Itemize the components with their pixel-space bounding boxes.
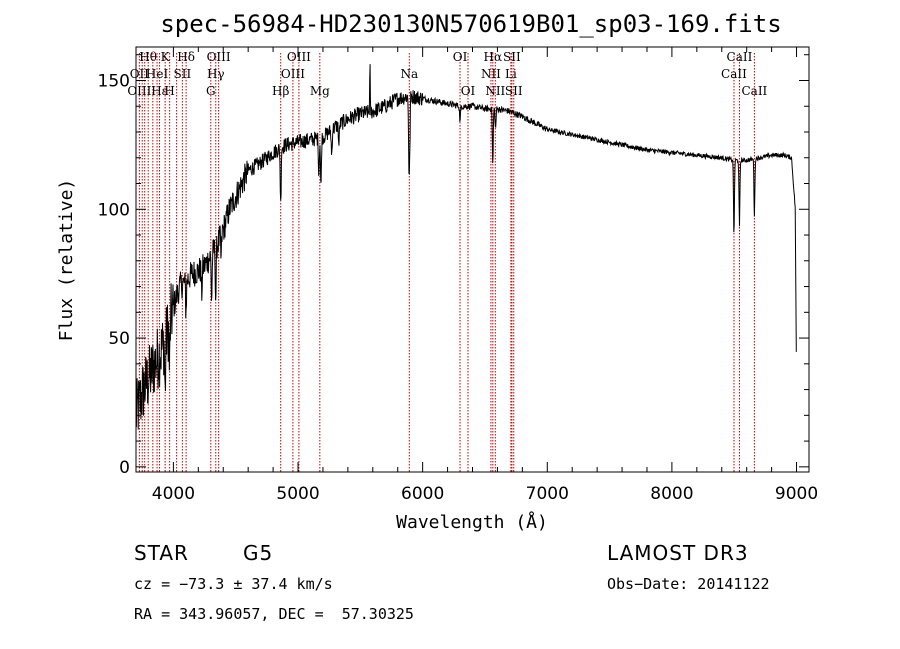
line-label: OIII (127, 84, 151, 98)
y-axis-label: Flux (relative) (56, 179, 77, 342)
line-label: OII (130, 67, 150, 81)
line-label: H (164, 84, 174, 98)
line-label: K (161, 50, 171, 64)
line-label: CaII (727, 50, 753, 64)
line-label: SII (505, 84, 523, 98)
line-label: NII (485, 84, 505, 98)
y-tick-label: 50 (108, 329, 130, 349)
y-tick-label: 150 (98, 71, 130, 91)
line-label: NII (481, 67, 501, 81)
line-label: G (206, 84, 216, 98)
survey-name: LAMOST DR3 (607, 541, 749, 565)
line-label: Hγ (207, 67, 225, 81)
line-label: OIII (281, 67, 305, 81)
x-tick-label: 6000 (401, 484, 444, 504)
y-tick-label: 0 (119, 458, 130, 478)
line-label: OIII (287, 50, 311, 64)
line-label: Hθ (139, 50, 157, 64)
x-tick-label: 5000 (276, 484, 319, 504)
plot-frame (135, 46, 810, 473)
x-tick-label: 7000 (526, 484, 569, 504)
x-tick-label: 9000 (775, 484, 818, 504)
line-label: OI (461, 84, 476, 98)
line-label: Mg (310, 84, 330, 98)
line-label: Hβ (272, 84, 289, 98)
chart-title: spec-56984-HD230130N570619B01_sp03-169.f… (160, 10, 781, 38)
line-label: HeI (146, 67, 169, 81)
line-label: OIII (207, 50, 231, 64)
x-tick-label: 4000 (152, 484, 195, 504)
line-label: Hε (151, 84, 168, 98)
line-label: Hα (484, 50, 503, 64)
coordinates-readout: RA = 343.96057, DEC = 57.30325 (134, 605, 414, 623)
y-tick-label: 100 (98, 200, 130, 220)
line-label: Hδ (177, 50, 195, 64)
observation-date: Obs−Date: 20141122 (607, 575, 770, 593)
redshift-readout: cz = −73.3 ± 37.4 km/s (134, 575, 333, 593)
line-label: Na (400, 67, 418, 81)
x-tick-label: 8000 (650, 484, 693, 504)
line-label: SII (503, 50, 521, 64)
line-label: CaII (741, 84, 767, 98)
object-class: STAR (134, 541, 189, 565)
object-subclass: G5 (243, 541, 274, 565)
line-label: CaII (721, 67, 747, 81)
spectrum-line (135, 64, 797, 430)
x-axis-label: Wavelength (Å) (396, 511, 548, 533)
line-label: Li (505, 67, 517, 81)
line-label: OI (453, 50, 468, 64)
line-label: SII (174, 67, 192, 81)
